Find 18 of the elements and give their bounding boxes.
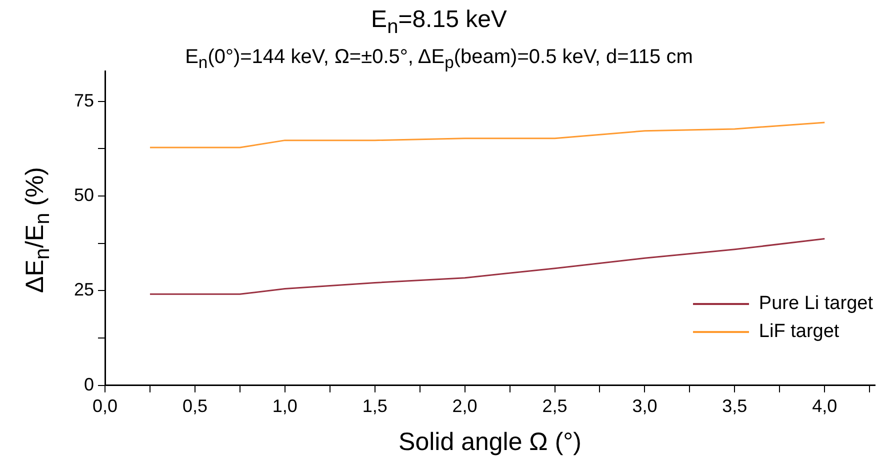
x-tick-label: 2,0 [452, 396, 478, 416]
legend-label: LiF target [758, 321, 840, 343]
x-tick-label: 3,0 [632, 396, 658, 416]
chart-title: E$_{n}$=8.15 keV [370, 6, 508, 39]
y-tick-label: 75 [74, 90, 94, 110]
y-tick-label: 0 [84, 374, 94, 394]
chart-subtitle: E$_{n}$(0°)=144 keV, Ω=±0.5°, ΔE$_{p}$(beam)=0.5 keV, d=115 cm [184, 46, 694, 73]
y-tick-label: 25 [74, 280, 94, 300]
x-tick-label: 2,5 [542, 396, 568, 416]
x-tick-label: 4,0 [812, 396, 838, 416]
x-axis-title: Solid angle Ω (°) [398, 428, 582, 457]
legend-label: Pure Li target [758, 293, 873, 315]
y-tick-label: 50 [74, 184, 94, 205]
x-tick-label: 1,5 [362, 396, 388, 416]
x-tick-label: 3,5 [722, 396, 748, 416]
x-tick-label: 0,0 [92, 396, 118, 416]
x-tick-label: 1,0 [272, 396, 298, 416]
x-tick-label: 0,5 [182, 396, 208, 416]
